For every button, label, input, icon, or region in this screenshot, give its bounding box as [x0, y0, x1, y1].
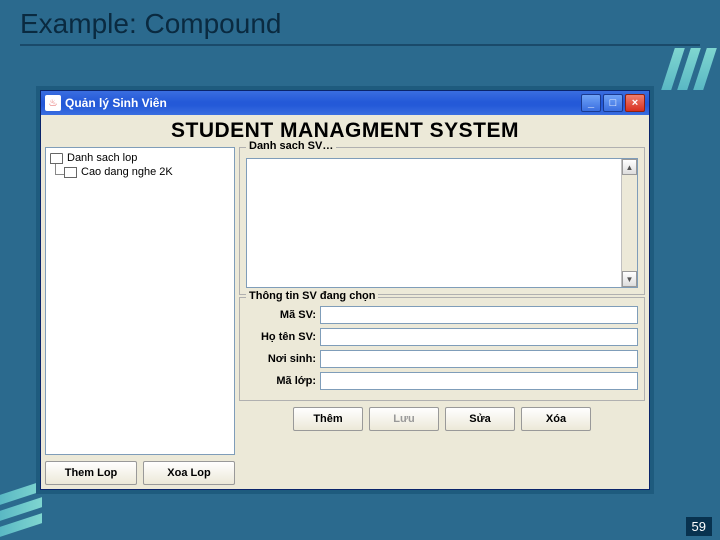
left-pane: Danh sach lop Cao dang nghe 2K Them Lop … — [45, 147, 235, 485]
input-ma-lop[interactable] — [320, 372, 638, 390]
minimize-button[interactable]: _ — [581, 94, 601, 112]
tree-root-label: Danh sach lop — [67, 152, 137, 164]
app-heading: STUDENT MANAGMENT SYSTEM — [41, 115, 649, 145]
student-info-group: Thông tin SV đang chọn Mã SV: Họ tên SV:… — [239, 297, 645, 401]
left-button-row: Them Lop Xoa Lop — [45, 461, 235, 485]
input-ma-sv[interactable] — [320, 306, 638, 324]
right-pane: Danh sach SV… ▲ ▼ Thông tin SV đang chọn… — [239, 147, 645, 485]
student-listbox[interactable]: ▲ ▼ — [246, 158, 638, 288]
label-ma-lop: Mã lớp: — [246, 375, 316, 387]
input-noi-sinh[interactable] — [320, 350, 638, 368]
tree-child-label: Cao dang nghe 2K — [81, 166, 173, 178]
class-tree[interactable]: Danh sach lop Cao dang nghe 2K — [45, 147, 235, 455]
slide-title: Example: Compound — [20, 8, 281, 39]
file-icon — [64, 167, 77, 178]
page-number: 59 — [686, 517, 712, 536]
label-ma-sv: Mã SV: — [246, 309, 316, 321]
delete-student-button[interactable]: Xóa — [521, 407, 591, 431]
row-ma-sv: Mã SV: — [246, 306, 638, 324]
remove-class-button[interactable]: Xoa Lop — [143, 461, 235, 485]
save-student-button[interactable]: Lưu — [369, 407, 439, 431]
close-button[interactable]: × — [625, 94, 645, 112]
window-title: Quản lý Sinh Viên — [65, 96, 577, 110]
decorative-stripes-bottom — [0, 488, 42, 530]
window-buttons: _ □ × — [581, 94, 645, 112]
student-list-legend: Danh sach SV… — [246, 140, 336, 152]
scroll-up-button[interactable]: ▲ — [622, 159, 637, 175]
app-body: Danh sach lop Cao dang nghe 2K Them Lop … — [41, 145, 649, 489]
student-info-legend: Thông tin SV đang chọn — [246, 290, 378, 302]
bottom-button-row: Thêm Lưu Sửa Xóa — [239, 403, 645, 433]
add-student-button[interactable]: Thêm — [293, 407, 363, 431]
window-titlebar[interactable]: ♨ Quản lý Sinh Viên _ □ × — [41, 91, 649, 115]
maximize-button[interactable]: □ — [603, 94, 623, 112]
decorative-stripes-top — [668, 48, 710, 90]
row-ma-lop: Mã lớp: — [246, 372, 638, 390]
row-noi-sinh: Nơi sinh: — [246, 350, 638, 368]
add-class-button[interactable]: Them Lop — [45, 461, 137, 485]
java-icon: ♨ — [45, 95, 61, 111]
row-ho-ten: Họ tên SV: — [246, 328, 638, 346]
student-list-group: Danh sach SV… ▲ ▼ — [239, 147, 645, 295]
label-noi-sinh: Nơi sinh: — [246, 353, 316, 365]
scroll-down-button[interactable]: ▼ — [622, 271, 637, 287]
tree-child[interactable]: Cao dang nghe 2K — [64, 166, 230, 178]
input-ho-ten[interactable] — [320, 328, 638, 346]
list-scrollbar[interactable]: ▲ ▼ — [621, 159, 637, 287]
tree-root[interactable]: Danh sach lop — [50, 152, 230, 164]
edit-student-button[interactable]: Sửa — [445, 407, 515, 431]
app-window: ♨ Quản lý Sinh Viên _ □ × STUDENT MANAGM… — [40, 90, 650, 490]
folder-icon — [50, 153, 63, 164]
slide-title-bar: Example: Compound — [20, 8, 700, 46]
label-ho-ten: Họ tên SV: — [246, 331, 316, 343]
